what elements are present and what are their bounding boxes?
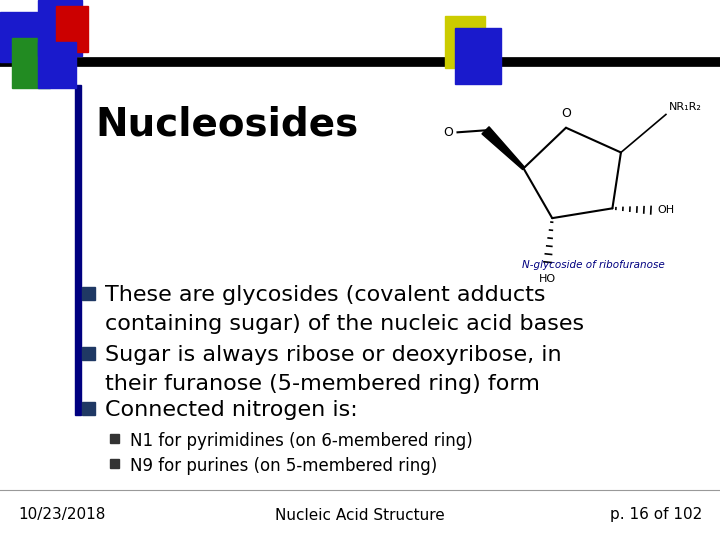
Text: O: O xyxy=(444,126,454,139)
Text: O: O xyxy=(561,107,571,120)
Bar xyxy=(82,347,95,360)
Text: p. 16 of 102: p. 16 of 102 xyxy=(610,508,702,523)
Text: These are glycosides (covalent adducts
containing sugar) of the nucleic acid bas: These are glycosides (covalent adducts c… xyxy=(105,285,584,334)
Text: 10/23/2018: 10/23/2018 xyxy=(18,508,105,523)
Text: N-glycoside of ribofuranose: N-glycoside of ribofuranose xyxy=(522,260,665,270)
Bar xyxy=(56,6,88,52)
Text: Nucleic Acid Structure: Nucleic Acid Structure xyxy=(275,508,445,523)
Text: Connected nitrogen is:: Connected nitrogen is: xyxy=(105,400,358,420)
Bar xyxy=(110,434,119,443)
Bar xyxy=(38,42,76,88)
Bar xyxy=(110,459,119,468)
Text: HO: HO xyxy=(539,274,556,284)
Bar xyxy=(82,402,95,415)
Text: NR₁R₂: NR₁R₂ xyxy=(669,103,702,112)
Polygon shape xyxy=(482,127,525,170)
Bar xyxy=(12,38,50,88)
Text: N9 for purines (on 5-membered ring): N9 for purines (on 5-membered ring) xyxy=(130,457,437,475)
Bar xyxy=(455,28,501,84)
Text: OH: OH xyxy=(657,205,675,215)
Bar xyxy=(82,287,95,300)
Bar xyxy=(0,12,38,62)
Text: N1 for pyrimidines (on 6-membered ring): N1 for pyrimidines (on 6-membered ring) xyxy=(130,432,473,450)
Bar xyxy=(445,16,485,68)
Text: Nucleosides: Nucleosides xyxy=(95,105,359,143)
Bar xyxy=(38,0,82,56)
Text: Sugar is always ribose or deoxyribose, in
their furanose (5-membered ring) form: Sugar is always ribose or deoxyribose, i… xyxy=(105,345,562,394)
Bar xyxy=(75,85,81,415)
